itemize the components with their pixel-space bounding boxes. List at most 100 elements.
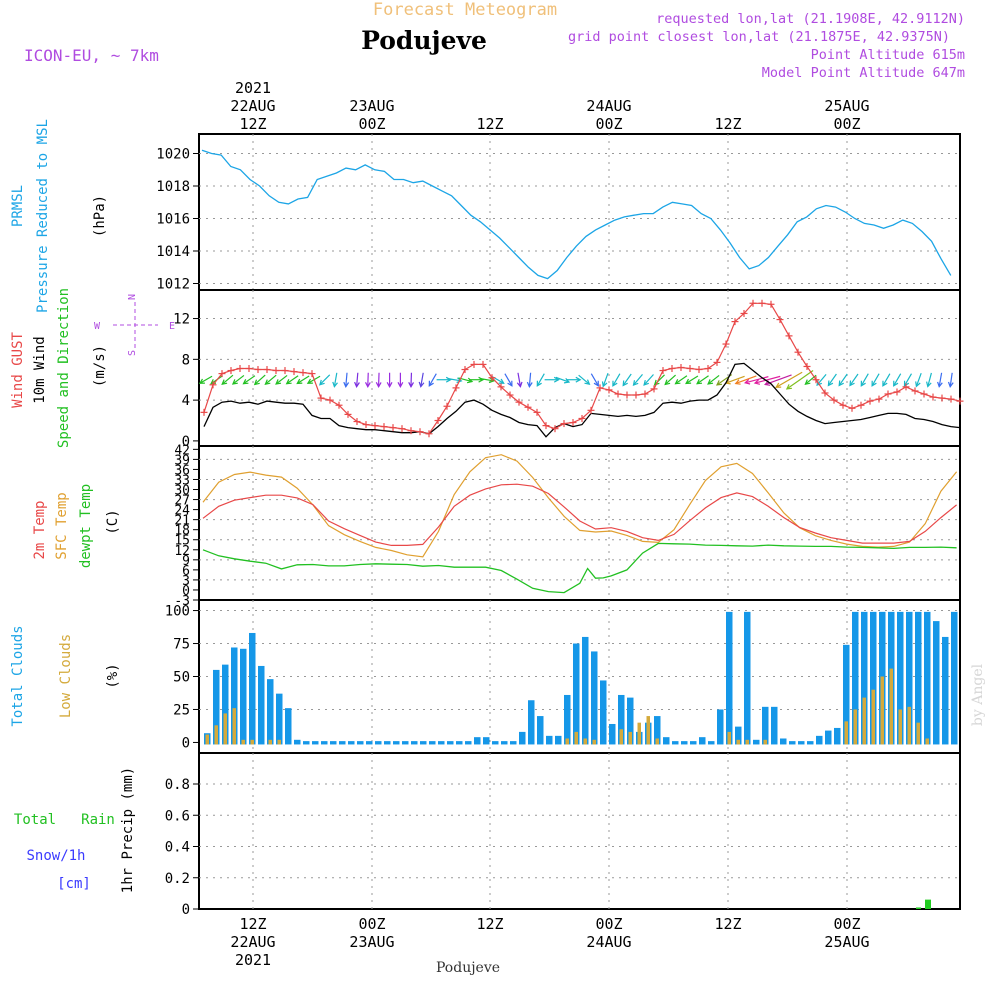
wind-arrow-head — [242, 379, 249, 385]
requested-coords: requested lon,lat (21.1908E, 42.9112N) — [656, 11, 965, 27]
total-cloud-bar — [717, 709, 724, 745]
clouds-label-unit: (%) — [105, 663, 121, 688]
wind-arrow-head — [707, 379, 714, 385]
wind-tick-label: 8 — [182, 352, 190, 368]
total-cloud-bar — [366, 741, 373, 745]
total-cloud-bar — [672, 741, 679, 745]
wind-arrow-head — [785, 384, 792, 390]
top-time-label: 25AUG — [824, 97, 869, 115]
pressure-label-desc: Pressure Reduced to MSL — [35, 119, 51, 313]
compass-w: W — [94, 321, 101, 332]
low-cloud-bar — [880, 676, 884, 745]
dewpoint-line — [202, 542, 957, 594]
wind-arrow — [849, 373, 859, 386]
precip-label-rain: Rain — [81, 812, 115, 828]
low-cloud-bar — [232, 708, 236, 745]
wind-arrow — [275, 374, 288, 385]
temp-tick-label: 6 — [182, 564, 190, 579]
wind-panel: Wind GUST 10m Wind Speed and Direction (… — [10, 288, 964, 450]
model-label: ICON-EU, ~ 7km — [24, 46, 159, 65]
wind-arrow — [927, 372, 932, 387]
pressure-tick-label: 1020 — [156, 147, 190, 163]
clouds-tick-label: 25 — [173, 702, 190, 718]
wind-direction-arrows — [198, 370, 954, 390]
cloud-bars — [204, 611, 958, 745]
footer-station: Podujeve — [436, 960, 500, 976]
wind-arrow-head — [526, 381, 533, 388]
clouds-tick-label: 100 — [165, 604, 190, 620]
top-time-label: 22AUG — [230, 97, 275, 115]
wind-arrow-head — [536, 380, 542, 387]
total-cloud-bar — [303, 741, 310, 745]
total-cloud-bar — [825, 730, 832, 745]
bottom-time-label: 24AUG — [586, 933, 631, 951]
total-cloud-bar — [699, 737, 706, 745]
wind-arrow — [754, 375, 781, 384]
precip-tick-label: 0.6 — [165, 808, 190, 824]
wind-arrow — [915, 372, 922, 387]
precip-label-snow: Snow/1h — [26, 848, 85, 864]
wind-arrow — [555, 376, 570, 383]
pressure-tick-label: 1014 — [156, 244, 190, 260]
wind-arrow-head — [743, 378, 751, 385]
wind-arrow-head — [275, 379, 282, 385]
low-cloud-bar — [745, 739, 749, 745]
t2m-line — [202, 483, 957, 546]
low-cloud-bar — [736, 739, 740, 745]
wind-arrow — [643, 374, 654, 386]
wind-arrow — [707, 374, 720, 385]
clouds-label-low: Low Clouds — [58, 634, 74, 718]
precip-tick-labels: 0 0.2 0.4 0.6 0.8 — [165, 777, 199, 918]
temp-tick-label: 12 — [174, 544, 190, 559]
wind-arrow-head — [593, 380, 599, 387]
total-cloud-bar — [249, 632, 256, 745]
wind-arrow-head — [893, 380, 899, 387]
wind-arrow — [199, 375, 213, 384]
wind-arrow-head — [375, 382, 382, 388]
total-cloud-bar — [834, 727, 841, 745]
low-cloud-bar — [637, 722, 641, 745]
low-cloud-bar — [889, 668, 893, 745]
total-cloud-bar — [276, 693, 283, 745]
total-cloud-bar — [627, 697, 634, 745]
wind-arrow — [893, 373, 902, 387]
total-cloud-bar — [780, 738, 787, 745]
wind-arrow — [578, 374, 590, 385]
top-time-label: 00Z — [358, 115, 385, 133]
precip-panel: Total Rain Snow/1h [cm] 1hr Precip (mm) … — [14, 767, 931, 918]
temp-panel: 2m Temp SFC Temp dewpt Temp (C) -3036912… — [32, 443, 958, 609]
wind-arrow — [675, 375, 688, 385]
wind-arrow — [745, 376, 769, 384]
temp-label-sfc: SFC Temp — [54, 492, 70, 559]
precip-label-snow-unit: [cm] — [57, 876, 91, 892]
wind-arrow — [860, 373, 869, 387]
temp-tick-label: 24 — [174, 504, 190, 519]
wind-arrow-head — [804, 379, 811, 386]
bottom-time-label: 25AUG — [824, 933, 869, 951]
wind-arrow-head — [696, 379, 703, 385]
wind-arrow-head — [264, 379, 271, 386]
wind-arrow — [775, 371, 803, 388]
wind-arrow-head — [734, 379, 741, 385]
wind-arrow-head — [622, 380, 628, 387]
temp-tick-label: 30 — [174, 484, 190, 499]
temp-tick-label: 33 — [174, 473, 190, 488]
pressure-label-unit: (hPa) — [92, 195, 108, 237]
wind-label-unit: (m/s) — [92, 345, 108, 387]
wind-arrow-head — [397, 382, 404, 388]
clouds-tick-label: 75 — [173, 637, 190, 653]
total-cloud-bar — [420, 741, 427, 745]
compass-s: S — [127, 350, 138, 356]
temp-tick-label: 39 — [174, 453, 190, 468]
low-cloud-bar — [898, 709, 902, 745]
low-cloud-bar — [655, 738, 659, 745]
wind-arrow-head — [507, 380, 513, 387]
total-cloud-bar — [312, 741, 319, 745]
wind-arrow — [254, 374, 266, 385]
total-cloud-bar — [618, 694, 625, 745]
wind-arrow — [735, 375, 757, 385]
wind-arrow — [725, 375, 745, 384]
total-cloud-bar — [609, 723, 616, 745]
pressure-tick-labels: 1012 1014 1016 1018 1020 — [156, 147, 199, 293]
